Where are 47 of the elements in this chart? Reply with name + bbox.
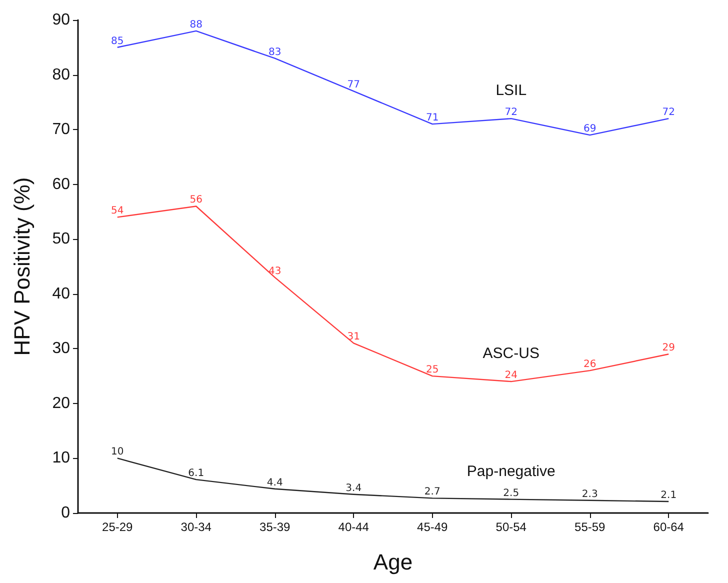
data-label: 10 (111, 446, 124, 458)
series-label: ASC-US (482, 345, 540, 362)
data-label: 69 (584, 124, 596, 135)
x-tick-label: 30-34 (180, 520, 212, 534)
data-label: 26 (584, 359, 596, 370)
y-tick-label: 40 (52, 285, 70, 302)
data-label: 54 (111, 206, 124, 217)
y-tick-label: 30 (52, 340, 70, 358)
data-label: 2.5 (503, 488, 520, 499)
data-label: 29 (662, 342, 675, 354)
y-tick-label: 50 (52, 230, 70, 248)
x-tick-label: 35-39 (260, 520, 291, 534)
data-label: 25 (426, 364, 439, 376)
data-label: 72 (504, 107, 518, 118)
y-tick-label: 10 (52, 450, 70, 467)
y-tick-label: 70 (52, 121, 70, 138)
data-label: 3.4 (346, 482, 362, 494)
data-label: 83 (268, 46, 282, 58)
data-label: 43 (268, 266, 282, 277)
data-label: 2.3 (582, 488, 598, 500)
x-tick-label: 60-64 (653, 520, 684, 534)
y-axis-title: HPV Positivity (%) (10, 177, 34, 356)
y-tick-label: 0 (61, 504, 70, 522)
data-label: 6.1 (188, 468, 204, 480)
data-label: 31 (347, 332, 360, 343)
data-label: 4.4 (266, 477, 283, 488)
data-label: 2.7 (424, 486, 440, 498)
y-tick-label: 80 (52, 66, 70, 84)
y-tick-label: 90 (52, 12, 70, 28)
x-tick-label: 55-59 (574, 520, 606, 534)
series-label: Pap-negative (466, 462, 556, 480)
data-label: 72 (662, 107, 675, 118)
x-tick-label: 25-29 (102, 520, 134, 534)
data-label: 24 (504, 370, 518, 382)
data-label: 77 (347, 80, 360, 91)
y-tick-label: 20 (52, 394, 70, 412)
x-tick-label: 45-49 (417, 520, 448, 534)
data-label: 2.1 (660, 490, 677, 501)
x-tick-label: 40-44 (338, 520, 370, 534)
data-label: 56 (190, 194, 202, 206)
x-axis-title: Age (373, 550, 413, 574)
data-label: 71 (426, 112, 439, 124)
data-label: 88 (190, 19, 202, 30)
data-label: 85 (111, 36, 124, 47)
series-label: LSIL (496, 82, 527, 100)
x-tick-label: 50-54 (496, 520, 527, 534)
y-tick-label: 60 (52, 176, 70, 193)
